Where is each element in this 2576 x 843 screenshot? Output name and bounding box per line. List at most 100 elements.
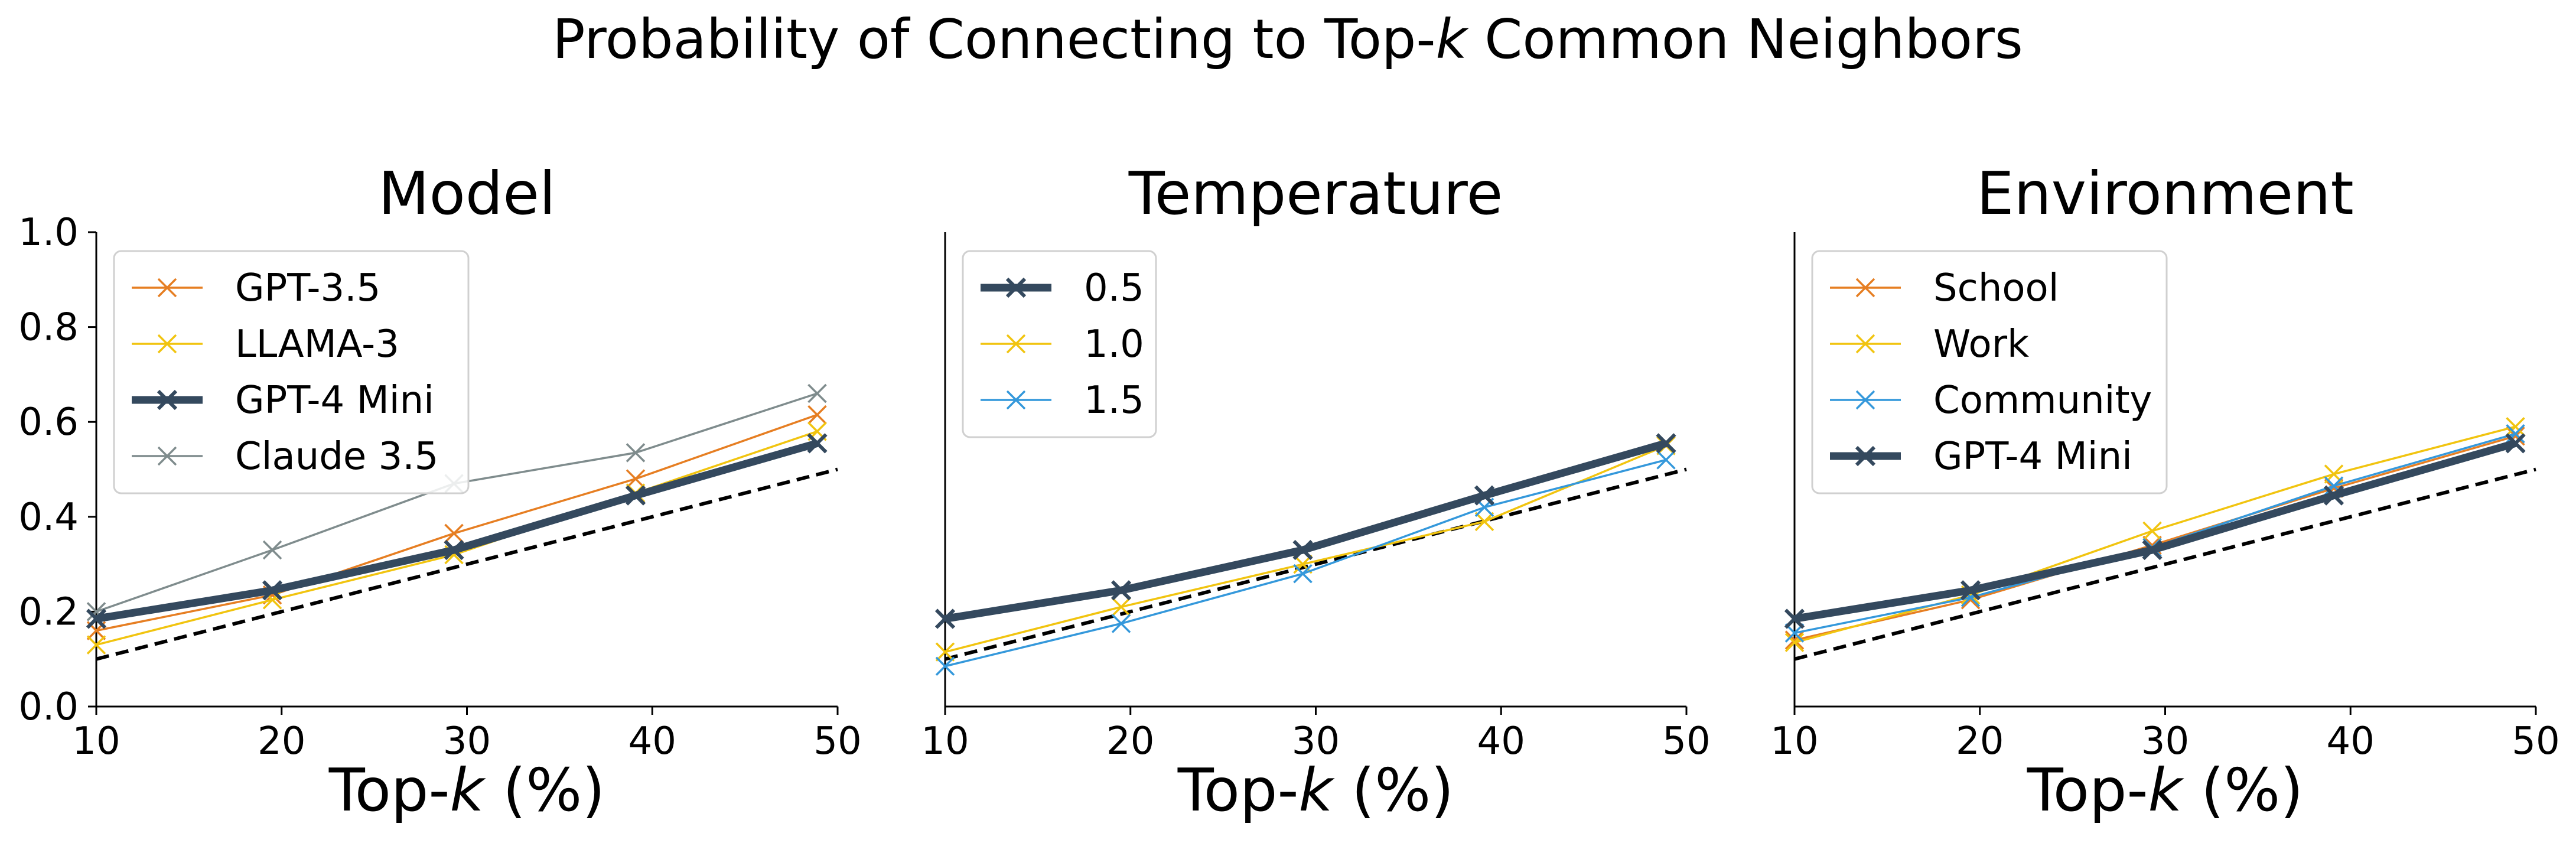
legend-item: 1.0	[981, 323, 1144, 366]
x-axis-label: Top-k (%)	[2027, 756, 2304, 825]
legend: School Work Community GPT-4 Mini	[1811, 250, 2168, 494]
legend-label: Work	[1933, 323, 2029, 366]
data-point	[1784, 630, 1805, 650]
reference-dashed-line	[1794, 467, 2536, 661]
data-point	[935, 656, 955, 676]
y-tick-label: 0.2	[18, 590, 79, 634]
data-point	[1474, 512, 1494, 532]
panel-temperature: Temperature 10 20 30 40 50 Top-k (%) 0.5 1.0 1.5	[921, 159, 1710, 825]
data-point	[1784, 633, 1805, 652]
data-point	[444, 523, 464, 543]
legend-label: 0.5	[1084, 266, 1144, 310]
legend-marker	[1855, 390, 1875, 410]
series-0-5	[934, 433, 1676, 629]
data-point	[2323, 485, 2344, 506]
legend-marker	[157, 389, 178, 411]
legend-label: Community	[1933, 379, 2152, 422]
x-tick-label: 10	[72, 720, 120, 763]
x-tick-label: 50	[813, 720, 861, 763]
data-point	[444, 539, 464, 561]
series-1-5	[935, 450, 1676, 676]
legend-label: School	[1933, 266, 2059, 310]
legend-item: 1.5	[981, 379, 1144, 422]
y-tick-label: 0.6	[18, 401, 79, 444]
legend-item: School	[1830, 266, 2059, 310]
legend-item: LLAMA-3	[132, 323, 399, 366]
legend-marker	[1005, 277, 1027, 298]
x-tick-label: 20	[258, 720, 305, 763]
y-tick-label: 0.8	[18, 306, 79, 350]
legend-label: GPT-4 Mini	[235, 379, 434, 422]
x-tick-label: 30	[2141, 720, 2189, 763]
legend-label: 1.0	[1084, 323, 1144, 366]
data-point	[807, 405, 827, 425]
panel-title: Environment	[1976, 159, 2354, 228]
legend-label: GPT-3.5	[235, 266, 380, 310]
series-1-0	[935, 436, 1676, 662]
data-point	[2505, 433, 2526, 454]
x-axis-label: Top-k (%)	[328, 756, 605, 825]
x-tick-label: 30	[1292, 720, 1340, 763]
data-point	[935, 642, 955, 662]
legend-frame	[1811, 250, 2168, 494]
data-point	[2506, 416, 2525, 437]
legend-frame	[962, 250, 1157, 438]
series-line	[944, 440, 1668, 623]
y-tick-label: 1.0	[18, 211, 79, 255]
data-point	[1292, 539, 1313, 561]
y-tick-label: 0.0	[18, 685, 79, 729]
legend-frame	[113, 250, 470, 494]
data-point	[262, 540, 282, 560]
panel-title: Temperature	[1128, 159, 1503, 228]
data-point	[86, 608, 107, 629]
legend-item: Claude 3.5	[132, 435, 438, 479]
x-tick-label: 20	[1106, 720, 1154, 763]
panel-model: Model 10 20 30 40 50 0.0 0.2 0.4 0.6 0.8 1.0 Top-k (…	[18, 159, 862, 825]
legend-item: Community	[1830, 379, 2152, 422]
data-point	[1656, 450, 1676, 470]
legend-marker	[1855, 334, 1875, 354]
legend-marker	[1855, 445, 1876, 467]
x-tick-label: 20	[1956, 720, 2004, 763]
x-tick-label: 50	[2512, 720, 2559, 763]
x-tick-label: 30	[443, 720, 491, 763]
legend-item: 0.5	[981, 266, 1144, 310]
data-point	[934, 608, 956, 629]
data-point	[625, 485, 646, 506]
y-tick-label: 0.4	[18, 496, 79, 539]
data-point	[1656, 433, 1676, 454]
data-point	[626, 443, 646, 463]
legend-label: LLAMA-3	[235, 323, 399, 366]
data-point	[626, 469, 646, 489]
legend-marker	[157, 278, 177, 298]
data-point	[1111, 614, 1131, 633]
x-tick-label: 10	[1770, 720, 1818, 763]
legend-item: GPT-4 Mini	[1830, 435, 2132, 479]
x-tick-label: 40	[2327, 720, 2375, 763]
legend-item: GPT-4 Mini	[132, 379, 434, 422]
x-axis-label: Top-k (%)	[1177, 756, 1454, 825]
figure-suptitle: Probability of Connecting to Top-k Commo…	[552, 8, 2023, 71]
legend-label: Claude 3.5	[235, 435, 438, 479]
reference-dashed-line	[96, 467, 838, 661]
legend: 0.5 1.0 1.5	[962, 250, 1157, 438]
series-gpt-3-5	[86, 405, 827, 640]
data-point	[807, 383, 827, 403]
data-point	[1474, 485, 1495, 506]
legend-marker	[157, 334, 177, 354]
reference-dashed-line	[945, 467, 1687, 661]
series-gpt-4-mini	[86, 433, 828, 629]
x-tick-label: 40	[1477, 720, 1525, 763]
data-point	[1110, 580, 1132, 601]
legend-label: 1.5	[1084, 379, 1144, 422]
legend-marker	[1006, 334, 1026, 354]
x-tick-label: 50	[1662, 720, 1710, 763]
panel-environment: Environment 10 20 30 40 50 Top-k (%) School Work…	[1770, 159, 2559, 825]
legend: GPT-3.5 LLAMA-3 GPT-4 Mini Claude 3.5	[113, 250, 470, 494]
legend-marker	[1006, 390, 1026, 410]
panel-title: Model	[378, 159, 555, 228]
data-point	[1111, 597, 1131, 617]
legend-marker	[157, 446, 177, 466]
data-point	[1293, 564, 1313, 584]
